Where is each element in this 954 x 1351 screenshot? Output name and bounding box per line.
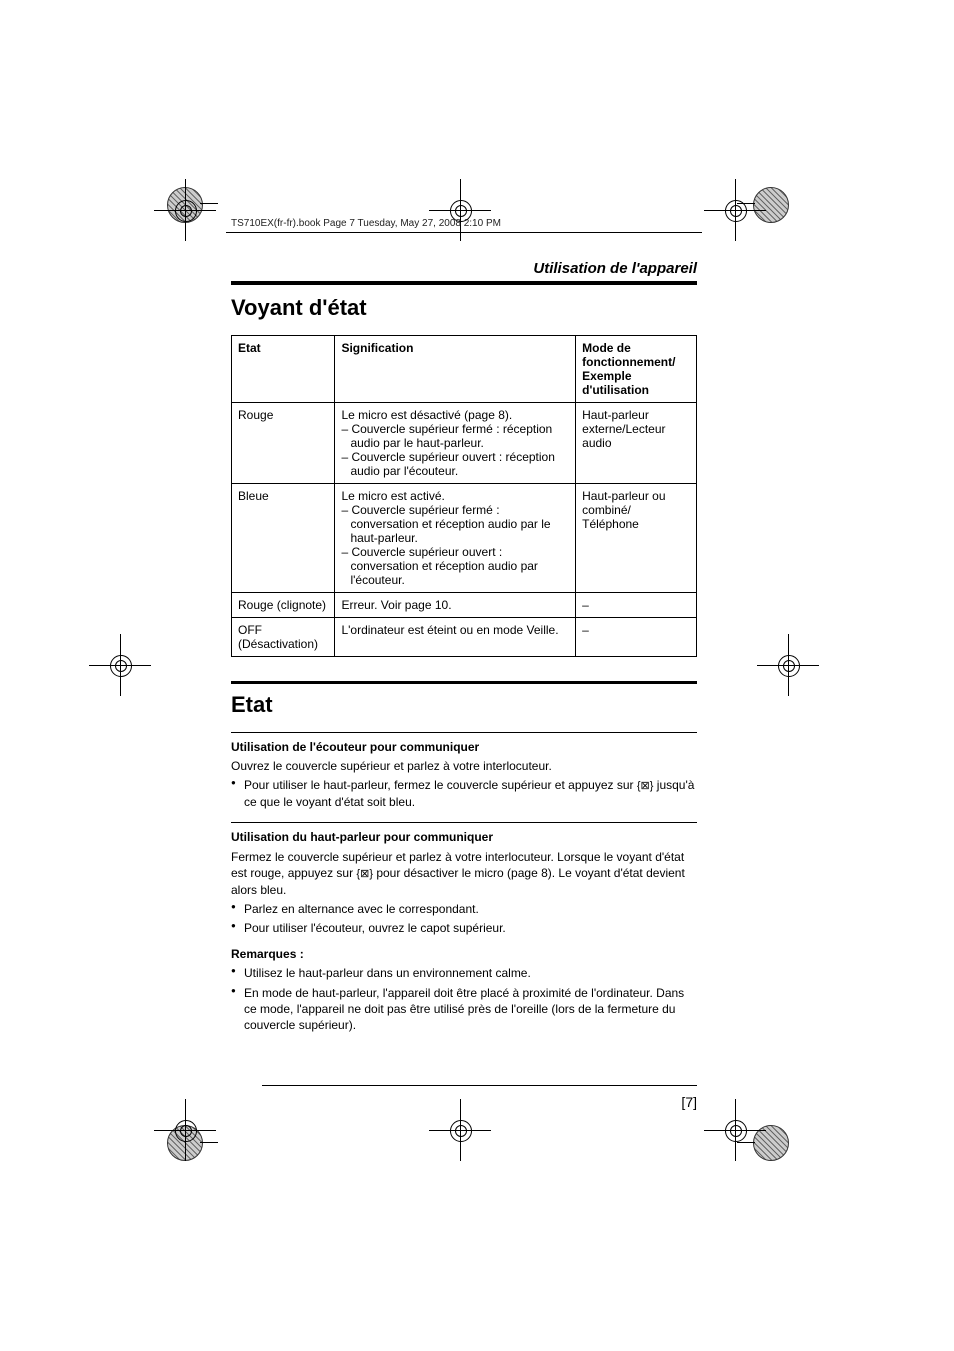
- th-signification: Signification: [335, 336, 576, 403]
- page-content: Utilisation de l'appareil Voyant d'état …: [231, 260, 697, 1036]
- body-text-block: Utilisation de l'écouteur pour communiqu…: [231, 732, 697, 1033]
- hp-bullet: Pour utiliser l'écouteur, ouvrez le capo…: [231, 920, 697, 936]
- cell-mode: Haut-parleur ou combiné/ Téléphone: [576, 484, 697, 593]
- registration-mark: [445, 1115, 475, 1145]
- cell-mode: Haut-parleur externe/Lecteur audio: [576, 403, 697, 484]
- status-table: Etat Signification Mode de fonctionnemen…: [231, 335, 697, 657]
- print-corner: [753, 187, 789, 223]
- cell-etat: Rouge (clignote): [232, 593, 335, 618]
- print-connector: [200, 1142, 218, 1143]
- registration-mark: [720, 195, 750, 225]
- cell-signification: Erreur. Voir page 10.: [335, 593, 576, 618]
- subhead-ecouteur: Utilisation de l'écouteur pour communiqu…: [231, 739, 697, 755]
- hp-intro: Fermez le couvercle supérieur et parlez …: [231, 849, 697, 898]
- subhead-hp: Utilisation du haut-parleur pour communi…: [231, 829, 697, 845]
- page-number-value: 7: [685, 1094, 693, 1110]
- ecouteur-bullet: Pour utiliser le haut-parleur, fermez le…: [231, 777, 697, 810]
- table-row: OFF (Désactivation)L'ordinateur est étei…: [232, 618, 697, 657]
- print-connector: [200, 203, 218, 204]
- table-row: Rouge (clignote)Erreur. Voir page 10.–: [232, 593, 697, 618]
- page-number: [7]: [681, 1094, 697, 1110]
- table-row: BleueLe micro est activé.– Couvercle sup…: [232, 484, 697, 593]
- mute-icon: {⊠}: [356, 868, 373, 880]
- cell-mode: –: [576, 593, 697, 618]
- thin-rule: [231, 822, 697, 823]
- th-mode: Mode de fonctionnement/ Exemple d'utilis…: [576, 336, 697, 403]
- text: Pour utiliser le haut-parleur, fermez le…: [244, 778, 637, 792]
- registration-mark: [773, 650, 803, 680]
- registration-mark: [720, 1115, 750, 1145]
- cell-signification: L'ordinateur est éteint ou en mode Veill…: [335, 618, 576, 657]
- registration-mark: [170, 1115, 200, 1145]
- header-rule: [226, 232, 702, 233]
- cell-signification: Le micro est activé.– Couvercle supérieu…: [335, 484, 576, 593]
- thick-rule: [231, 681, 697, 684]
- table-row: RougeLe micro est désactivé (page 8).– C…: [232, 403, 697, 484]
- ecouteur-intro: Ouvrez le couvercle supérieur et parlez …: [231, 758, 697, 774]
- hp-bullet: Parlez en alternance avec le corresponda…: [231, 901, 697, 917]
- cell-etat: Bleue: [232, 484, 335, 593]
- cell-mode: –: [576, 618, 697, 657]
- thick-rule: [231, 281, 697, 285]
- subhead-remarks: Remarques :: [231, 946, 697, 962]
- heading-voyant: Voyant d'état: [231, 295, 697, 321]
- mute-icon: {⊠}: [637, 780, 654, 792]
- registration-mark: [105, 650, 135, 680]
- heading-etat: Etat: [231, 692, 697, 718]
- cell-etat: Rouge: [232, 403, 335, 484]
- registration-mark: [170, 195, 200, 225]
- cell-etat: OFF (Désactivation): [232, 618, 335, 657]
- remark-bullet: En mode de haut-parleur, l'appareil doit…: [231, 985, 697, 1034]
- section-header: Utilisation de l'appareil: [231, 260, 697, 277]
- thin-rule: [231, 732, 697, 733]
- footer-rule: [262, 1085, 697, 1086]
- cell-signification: Le micro est désactivé (page 8).– Couver…: [335, 403, 576, 484]
- header-filename: TS710EX(fr-fr).book Page 7 Tuesday, May …: [231, 218, 501, 229]
- th-etat: Etat: [232, 336, 335, 403]
- remark-bullet: Utilisez le haut-parleur dans un environ…: [231, 965, 697, 981]
